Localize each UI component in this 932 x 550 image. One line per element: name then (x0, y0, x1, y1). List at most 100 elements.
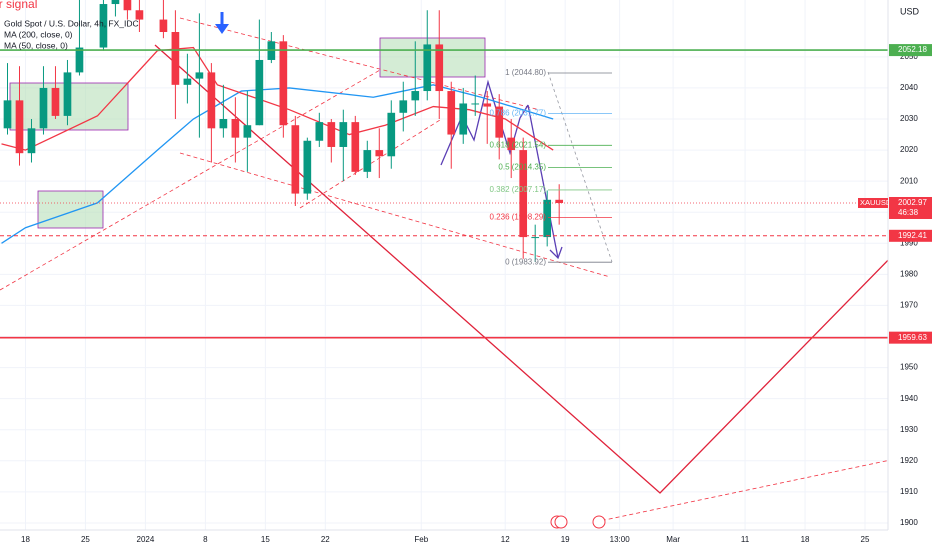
candle-body (303, 140, 312, 194)
price-tag (889, 229, 932, 242)
candle-body (15, 100, 24, 154)
x-tick-label: 18 (21, 535, 30, 544)
candle-body (423, 44, 432, 92)
price-tag-label: 2002.97 (898, 198, 927, 207)
fib-label: 0.5 (2014.35) (498, 163, 546, 172)
x-tick-label: 15 (261, 535, 270, 544)
x-tick-label: Feb (414, 535, 428, 544)
legend-entry: MA (200, close, 0) (4, 29, 73, 39)
candle-body (195, 72, 204, 79)
fib-label: 0.618 (2021.54) (490, 140, 547, 149)
y-tick-label: 1920 (900, 456, 918, 465)
y-tick-label: 2030 (900, 114, 918, 123)
candle-body (159, 19, 168, 33)
candle-body (447, 91, 456, 135)
trend-line (594, 460, 888, 523)
event-icon (592, 515, 606, 529)
candle-body (219, 119, 228, 129)
y-tick-label: 2040 (900, 83, 918, 92)
drawings (0, 12, 888, 529)
fib-label: 0 (1983.92) (505, 257, 546, 266)
wave-arrow (527, 104, 559, 259)
legend-entry: MA (50, close, 0) (4, 40, 68, 50)
x-tick-label: 2024 (137, 535, 155, 544)
candle-body (279, 41, 288, 126)
candle-body (543, 199, 552, 238)
signal-arrow-head (215, 24, 229, 34)
zone-box (379, 37, 486, 78)
candle-body (51, 87, 60, 116)
price-tag (889, 44, 932, 57)
arrow-head (549, 246, 563, 260)
candle-body (327, 122, 336, 147)
candle-body (507, 137, 516, 151)
candle-body (207, 72, 216, 129)
candle-body (39, 87, 48, 129)
symbol-tag (858, 197, 888, 208)
currency: USD (900, 6, 920, 16)
candle-body (471, 103, 480, 105)
y-tick-label: 2010 (900, 176, 918, 185)
y-tick-label: 2020 (900, 145, 918, 154)
candle-body (363, 150, 372, 172)
chart-title: Gold Spot / U.S. Dollar, 4h, FX_IDC (4, 18, 139, 28)
countdown: 46:38 (898, 208, 919, 217)
candle-body (339, 122, 348, 147)
candle-body (351, 122, 360, 172)
x-tick-label: Mar (666, 535, 680, 544)
candle-body (99, 4, 108, 48)
zone-box (37, 190, 104, 229)
candle-body (435, 44, 444, 92)
candle-body (555, 199, 564, 203)
candle-body (399, 100, 408, 113)
candle-body (75, 47, 84, 73)
trend-line (179, 152, 611, 278)
x-tick-label: 22 (321, 535, 330, 544)
candle-body (483, 103, 492, 107)
fib-label: 0.786 (2031.77) (490, 109, 547, 118)
price-tag-label: 1959.63 (898, 333, 927, 342)
y-tick-label: 1950 (900, 363, 918, 372)
moving-average (1, 46, 554, 151)
candle-body (123, 0, 132, 11)
x-tick-label: 25 (81, 535, 90, 544)
y-tick-label: 2050 (900, 52, 918, 61)
candle-body (243, 125, 252, 138)
trend-line (0, 69, 381, 291)
x-tick-label: 8 (203, 535, 208, 544)
trend-line (179, 17, 541, 111)
annotation: or signal (0, 0, 37, 11)
price-axis (888, 0, 932, 550)
candle-body (171, 32, 180, 85)
candle-body (135, 10, 144, 20)
y-tick-label: 1940 (900, 394, 918, 403)
candle-body (375, 150, 384, 157)
candle-body (255, 59, 264, 126)
price-tag-label: 1992.41 (898, 231, 927, 240)
event-icon (554, 515, 568, 529)
symbol-label: XAUUSD (860, 198, 892, 207)
moving-average (1, 84, 554, 244)
price-tag (889, 196, 932, 219)
candle-body (63, 72, 72, 116)
candle-body (531, 237, 540, 239)
x-tick-label: 11 (741, 535, 750, 544)
candle-body (387, 112, 396, 157)
grid (0, 0, 888, 530)
projection-line (154, 44, 888, 494)
price-tag (889, 331, 932, 344)
y-tick-label: 1910 (900, 487, 918, 496)
candle-body (315, 122, 324, 141)
candle-body (291, 125, 300, 194)
fib-label: 1 (2044.80) (505, 68, 546, 77)
fib-label: 0.236 (1998.29) (490, 213, 547, 222)
candle-body (495, 106, 504, 138)
x-tick-label: 12 (501, 535, 510, 544)
candle-body (411, 91, 420, 101)
x-tick-label: 25 (861, 535, 870, 544)
candle-body (111, 0, 120, 5)
y-tick-label: 1970 (900, 301, 918, 310)
